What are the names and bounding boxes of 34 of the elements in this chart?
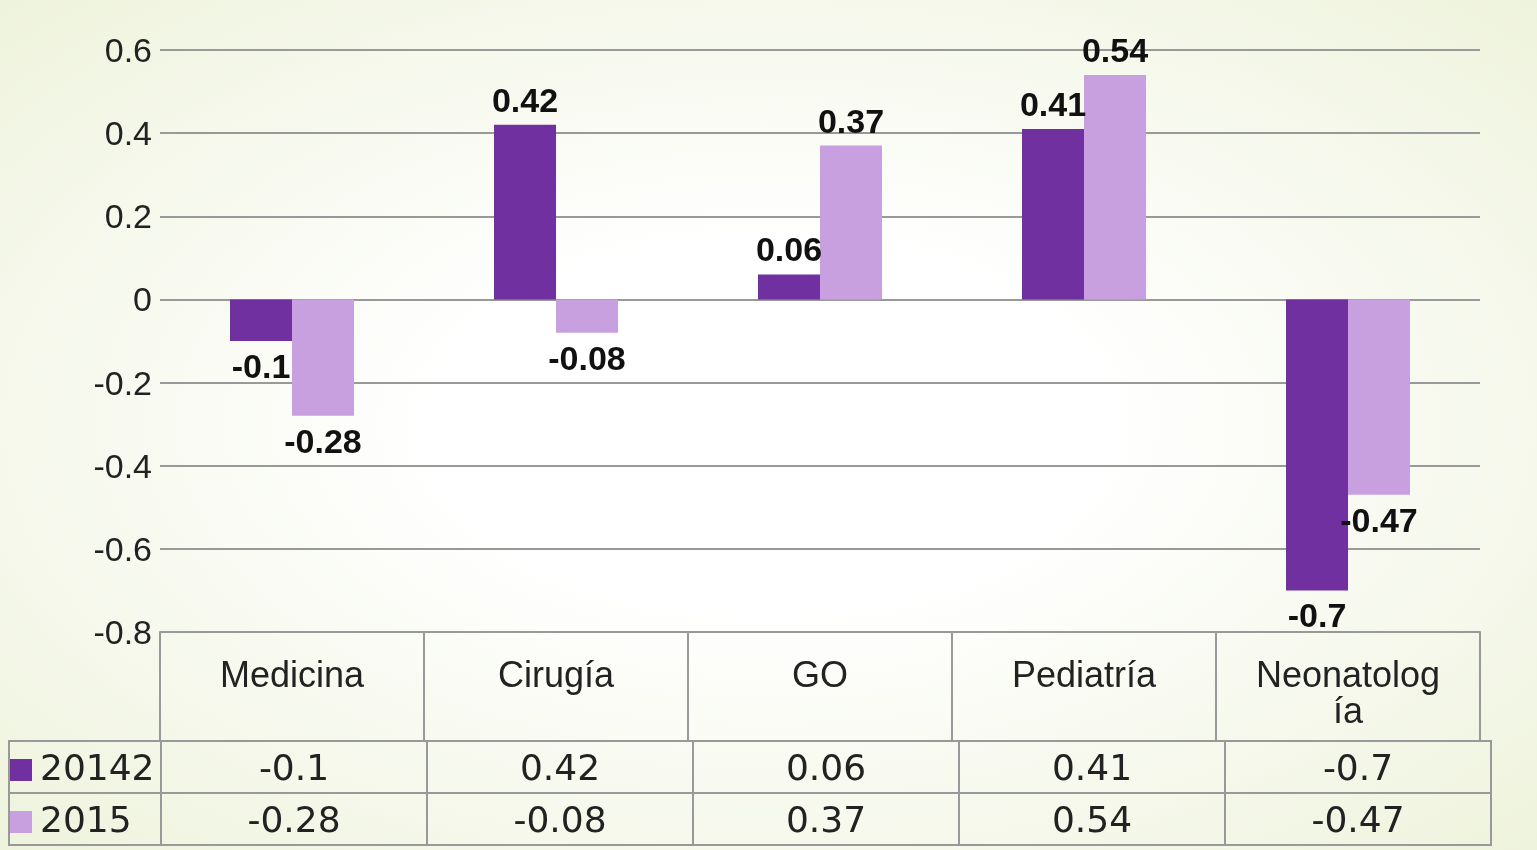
data-label: 0.06 (693, 741, 959, 793)
y-tick-label: 0 (133, 280, 152, 319)
x-tick-label: Neonatología (1255, 653, 1441, 731)
y-tick-label: 0.6 (104, 31, 152, 69)
text: 0.54 (1081, 30, 1149, 69)
text: -0.28 (284, 421, 362, 460)
data-label: 0.41 (959, 741, 1225, 793)
data-label: -0.1 (161, 741, 427, 793)
text: 0.06 (755, 230, 823, 269)
x-tick-label: Cirugía (497, 653, 615, 695)
y-tick-label: 0.2 (104, 197, 152, 236)
x-tick-label: Medicina (219, 653, 366, 695)
x-tick-label: Pediatría (1011, 653, 1158, 695)
data-label: 0.37 (693, 793, 959, 845)
y-tick-label: -0.4 (93, 446, 152, 485)
y-tick-label: -0.8 (93, 613, 152, 651)
legend-label: 20142 (9, 741, 161, 793)
text: 0.42 (491, 80, 559, 119)
text: -0.08 (548, 338, 626, 377)
legend-label: 2015 (9, 793, 161, 845)
y-tick-label: -0.2 (93, 363, 152, 402)
text: -0.7 (1287, 596, 1347, 635)
data-label: -0.47 (1225, 793, 1491, 845)
y-tick-label: 0.4 (104, 114, 152, 153)
data-label: 0.42 (427, 741, 693, 793)
data-label: -0.08 (427, 793, 693, 845)
data-label: -0.7 (1225, 741, 1491, 793)
data-label: -0.28 (161, 793, 427, 845)
text: -0.1 (231, 347, 291, 385)
x-tick-label: GO (791, 653, 849, 695)
text: 0.37 (817, 101, 885, 140)
y-tick-label: -0.6 (93, 529, 152, 568)
text: 0.41 (1019, 84, 1087, 123)
data-label: 0.54 (959, 793, 1225, 845)
